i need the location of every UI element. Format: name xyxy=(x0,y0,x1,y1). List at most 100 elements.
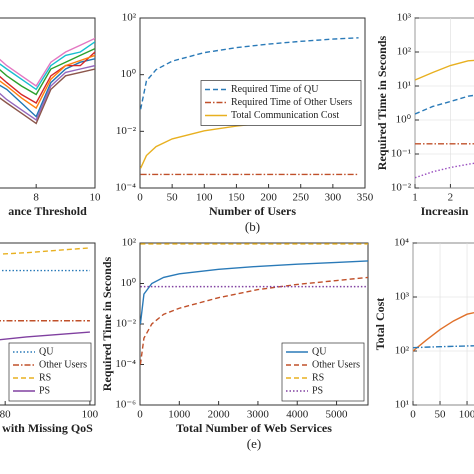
x-tick-label: 100 xyxy=(82,409,99,421)
x-tick-label: 250 xyxy=(292,192,309,204)
series-line xyxy=(415,162,474,179)
x-tick-label: 8 xyxy=(33,192,39,204)
series-line xyxy=(140,276,368,365)
legend-label: Required Time of Other Users xyxy=(231,97,352,108)
series-line xyxy=(413,311,474,352)
panel: 1 2 10⁻² 10⁻¹ 10⁰ 10¹ 10² 10³ Increasin Required … xyxy=(375,12,474,218)
y-tick-label: 10⁰ xyxy=(396,114,412,126)
x-tick-label: 0 xyxy=(137,409,143,421)
y-axis-label: Total Cost xyxy=(373,298,387,351)
x-tick-label: 50 xyxy=(435,409,447,421)
plot-area xyxy=(0,17,96,189)
x-tick-label: 100 xyxy=(196,192,213,204)
legend-label: Required Time of QU xyxy=(231,84,319,95)
x-tick-label: 2000 xyxy=(208,409,231,421)
legend-label: QU xyxy=(312,346,327,357)
x-axis-label: ance Threshold xyxy=(8,204,87,218)
y-tick-label: 10⁴ xyxy=(394,237,409,249)
y-tick-label: 10⁻⁴ xyxy=(115,358,136,370)
caption: (b) xyxy=(245,219,260,234)
x-tick-label: 350 xyxy=(357,192,374,204)
series-line xyxy=(0,37,95,87)
series-group xyxy=(413,311,474,352)
y-axis-label: Required Time in Seconds xyxy=(375,35,389,170)
x-tick-label: 5000 xyxy=(326,409,349,421)
legend: Required Time of QU Required Time of Othe… xyxy=(200,80,362,126)
series-line xyxy=(0,51,95,104)
y-tick-label: 10⁻² xyxy=(116,318,137,330)
series-line xyxy=(0,64,95,122)
x-tick-label: 4000 xyxy=(286,409,309,421)
y-tick-label: 10⁻¹ xyxy=(391,148,411,160)
caption: (e) xyxy=(247,436,261,451)
panel: 0 50 100 10¹ 10² 10³ 10⁴ Total Cost xyxy=(373,237,474,421)
x-tick-label: 50 xyxy=(167,192,179,204)
y-tick-label: 10² xyxy=(122,237,137,249)
x-tick-label: 1000 xyxy=(168,409,191,421)
x-tick-label: 0 xyxy=(410,409,416,421)
y-axis-label: Required Time in Seconds xyxy=(100,256,114,391)
x-axis-label: with Missing QoS xyxy=(2,421,93,435)
legend: QU Other Users RS PS xyxy=(281,342,365,402)
y-tick-label: 10² xyxy=(395,345,410,357)
y-tick-label: 10¹ xyxy=(397,80,411,92)
y-tick-label: 10⁰ xyxy=(121,277,137,289)
x-tick-label: 10 xyxy=(90,192,102,204)
x-tick-label: 1 xyxy=(412,192,418,204)
x-tick-label: 200 xyxy=(260,192,277,204)
x-tick-label: 150 xyxy=(228,192,245,204)
y-tick-label: 10² xyxy=(397,46,412,58)
x-axis-label: Total Number of Web Services xyxy=(176,421,332,435)
y-tick-label: 10⁻² xyxy=(391,182,412,194)
y-tick-label: 10⁻⁴ xyxy=(115,182,136,194)
legend-label: Total Communication Cost xyxy=(231,110,339,121)
series-line xyxy=(0,68,95,125)
x-axis-label: Increasin xyxy=(421,204,469,218)
legend-label: RS xyxy=(39,372,51,383)
series-line xyxy=(413,345,474,349)
series-line xyxy=(0,247,90,255)
x-tick-label: 100 xyxy=(459,409,474,421)
y-tick-label: 10³ xyxy=(395,291,410,303)
x-tick-label: 0 xyxy=(137,192,143,204)
legend-label: PS xyxy=(312,385,323,396)
legend: QU Other Users RS PS xyxy=(8,342,92,402)
y-tick-label: 10³ xyxy=(397,12,412,24)
series-group xyxy=(415,59,474,179)
series-line xyxy=(140,260,368,325)
legend-label: RS xyxy=(312,372,324,383)
x-axis-label: Number of Users xyxy=(209,204,296,218)
x-tick-label: 300 xyxy=(325,192,342,204)
panel: 0 1000 2000 3000 4000 5000 10⁻⁶ 10⁻⁴ 10⁻² 10⁰ 10² T… xyxy=(100,237,369,451)
legend-label: PS xyxy=(39,385,50,396)
series-line xyxy=(415,94,474,115)
plot-area xyxy=(414,17,474,189)
y-tick-label: 10¹ xyxy=(395,399,409,411)
series-group xyxy=(0,37,95,125)
plot-area xyxy=(412,242,474,406)
x-tick-label: 2 xyxy=(448,192,454,204)
series-line xyxy=(0,54,95,110)
series-line xyxy=(140,37,359,110)
x-tick-label: 80 xyxy=(0,409,11,421)
series-line xyxy=(0,331,90,341)
y-tick-label: 10² xyxy=(122,12,137,24)
series-group xyxy=(140,243,368,365)
y-tick-label: 10⁰ xyxy=(121,68,137,80)
series-line xyxy=(0,58,95,118)
y-tick-label: 10⁻⁶ xyxy=(115,399,136,411)
y-tick-label: 10⁻² xyxy=(116,125,137,137)
x-tick-label: 3000 xyxy=(247,409,270,421)
legend-label: Other Users xyxy=(312,359,360,370)
legend-label: QU xyxy=(39,346,54,357)
series-line xyxy=(415,59,474,81)
series-line xyxy=(0,47,95,96)
series-group xyxy=(0,247,90,341)
legend-box xyxy=(200,80,362,126)
panel: 0 50 100 150 200 250 300 350 10⁻⁴ 10⁻² 10⁰ 10² Numbe… xyxy=(115,12,373,234)
legend-label: Other Users xyxy=(39,359,87,370)
series-line xyxy=(0,41,95,91)
